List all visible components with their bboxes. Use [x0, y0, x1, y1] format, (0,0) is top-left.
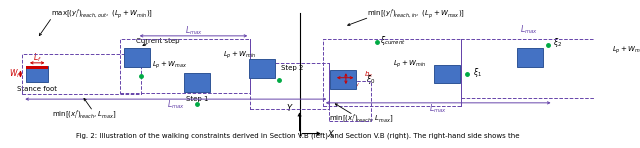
Text: $L_{max}$: $L_{max}$	[167, 98, 185, 111]
Text: $b_x$: $b_x$	[364, 70, 373, 80]
Text: $\xi_2$: $\xi_2$	[552, 36, 562, 49]
Text: $X$: $X$	[328, 128, 336, 139]
Text: $\xi_0$: $\xi_0$	[365, 73, 375, 86]
Text: $L_{max}$: $L_{max}$	[520, 23, 538, 36]
Bar	[461, 39, 598, 98]
Text: $L_p + W_{min}$: $L_p + W_{min}$	[392, 58, 426, 70]
Text: $L_p + W_{max}$: $L_p + W_{max}$	[152, 60, 187, 71]
Bar	[330, 81, 371, 120]
Bar	[250, 59, 275, 78]
Bar	[517, 48, 543, 67]
Text: Fig. 2: Illustration of the walking constraints derived in Section V.B (left) an: Fig. 2: Illustration of the walking cons…	[76, 133, 520, 139]
Text: $\max[(y_i^f)_{reach,out},\ (L_p + W_{min})]$: $\max[(y_i^f)_{reach,out},\ (L_p + W_{mi…	[51, 8, 154, 21]
Text: $L_p + W_{min}$: $L_p + W_{min}$	[223, 50, 257, 61]
Bar	[22, 54, 141, 94]
Text: $b_y$: $b_y$	[351, 78, 360, 90]
Text: $\min[(x_i^f)_{reach}, L_{max}]$: $\min[(x_i^f)_{reach}, L_{max}]$	[329, 113, 393, 126]
Text: $L_p + W_{max}$: $L_p + W_{max}$	[612, 44, 640, 56]
Bar	[184, 73, 211, 92]
Text: $\xi_{current}$: $\xi_{current}$	[381, 34, 406, 47]
Bar	[323, 39, 461, 106]
Text: Current step: Current step	[136, 37, 180, 44]
Bar	[433, 65, 460, 83]
Text: $\xi_1$: $\xi_1$	[472, 66, 482, 79]
Bar	[330, 70, 356, 89]
Bar	[598, 39, 640, 87]
Bar	[26, 66, 49, 69]
Bar	[124, 48, 150, 67]
Text: Stance foot: Stance foot	[17, 86, 57, 92]
Bar	[120, 39, 250, 93]
Text: $\min[(x_i^f)_{reach}, L_{max}]$: $\min[(x_i^f)_{reach}, L_{max}]$	[51, 108, 116, 122]
Text: $L_f$: $L_f$	[33, 52, 42, 64]
Text: $Y$: $Y$	[286, 102, 294, 113]
Text: $L_{max}$: $L_{max}$	[429, 102, 447, 115]
Bar	[26, 66, 49, 82]
Bar	[250, 63, 330, 109]
Text: Step 2: Step 2	[281, 65, 303, 71]
Text: $W_f$: $W_f$	[9, 68, 21, 80]
Text: Step 1: Step 1	[186, 96, 209, 102]
Text: $L_{max}$: $L_{max}$	[184, 25, 202, 37]
Text: $\min[(y_i^f)_{reach,in},\ (L_p + W_{max})]$: $\min[(y_i^f)_{reach,in},\ (L_p + W_{max…	[367, 8, 465, 21]
